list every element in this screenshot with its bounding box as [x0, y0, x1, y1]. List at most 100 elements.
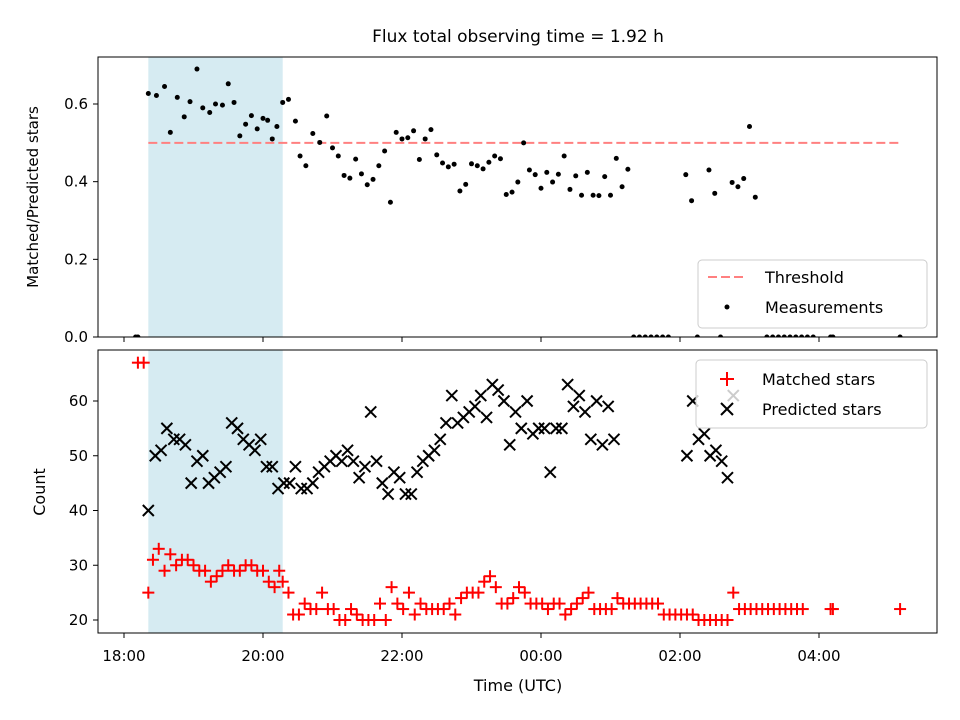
- measurement-point: [584, 169, 590, 175]
- predicted-star-point: [306, 476, 320, 490]
- measurement-point: [434, 152, 440, 158]
- measurement-point: [219, 102, 225, 108]
- measurement-point: [285, 96, 291, 102]
- predicted-star-point: [231, 422, 244, 435]
- measurement-point: [538, 185, 544, 191]
- measurement-point: [642, 334, 648, 337]
- matched-star-point: [298, 597, 311, 610]
- predicted-star-point: [474, 389, 487, 402]
- matched-star-point: [146, 553, 159, 566]
- matched-star-point: [379, 614, 392, 626]
- top-chart-title: Flux total observing time = 1.92 h: [372, 27, 664, 47]
- measurement-point: [428, 127, 434, 133]
- predicted-star-point: [445, 389, 459, 402]
- measurement-point: [225, 81, 231, 87]
- predicted-star-point: [381, 487, 395, 501]
- predicted-star-point: [544, 465, 557, 479]
- predicted-star-point: [468, 400, 482, 413]
- predicted-star-point: [260, 460, 273, 473]
- matched-star-point: [826, 603, 839, 616]
- measurement-point: [317, 139, 323, 145]
- predicted-star-point: [160, 422, 174, 435]
- matched-star-point: [686, 608, 699, 621]
- measurement-point: [810, 334, 816, 337]
- matched-star-point: [276, 575, 289, 588]
- predicted-star-point: [698, 427, 711, 441]
- measurement-point: [752, 194, 758, 200]
- measurement-point: [399, 136, 405, 142]
- matched-star-point: [449, 608, 462, 621]
- matched-star-point: [443, 597, 456, 610]
- matched-star-point: [199, 564, 212, 577]
- matched-star-point: [518, 586, 531, 599]
- bottom-y-axis-label: Count: [30, 468, 49, 516]
- matched-star-point: [210, 570, 223, 583]
- top-y-axis: 0.0 0.2 0.4 0.6: [64, 95, 98, 346]
- measurement-point: [712, 190, 718, 196]
- top-shaded-span: [148, 57, 283, 337]
- measurement-point: [503, 191, 509, 197]
- predicted-star-point: [248, 444, 262, 457]
- top-y-tick-label: 0.4: [64, 173, 88, 191]
- matched-star-point: [402, 586, 415, 599]
- measurement-point: [567, 186, 573, 192]
- measurement-point: [265, 117, 271, 123]
- measurement-points: [133, 66, 903, 337]
- top-panel: 0.0 0.2 0.4 0.6 Flux total observing time =…: [24, 27, 938, 346]
- predicted-star-point: [254, 433, 267, 446]
- measurement-point: [764, 334, 770, 337]
- top-legend-box: [697, 259, 928, 329]
- measurement-point: [793, 334, 799, 337]
- bottom-panel: 20 30 40 50 60 18:00 20:00 22:00 00:00 02:00 04:0…: [30, 349, 938, 695]
- bottom-x-tick-label: 02:00: [658, 647, 701, 665]
- predicted-star-point: [289, 460, 302, 473]
- predicted-star-point: [352, 471, 366, 484]
- measurement-point: [269, 136, 275, 142]
- count-points: [131, 356, 907, 626]
- bottom-x-tick-label: 04:00: [797, 647, 840, 665]
- predicted-star-point: [715, 455, 728, 468]
- measurement-point: [280, 99, 286, 105]
- predicted-star-point: [167, 433, 181, 446]
- measurement-point: [213, 101, 219, 107]
- bottom-axes-frame: [97, 349, 938, 634]
- bottom-y-tick-label: 30: [69, 556, 88, 574]
- top-axes-frame: [97, 56, 938, 338]
- matched-star-point: [170, 559, 183, 572]
- bottom-y-axis: 20 30 40 50 60: [69, 392, 98, 629]
- measurement-point: [353, 156, 359, 162]
- measurement-point: [254, 126, 260, 132]
- measurement-point: [706, 167, 712, 173]
- bottom-legend-box: [695, 359, 928, 429]
- measurement-point: [411, 128, 417, 134]
- measurement-point: [804, 334, 810, 337]
- matched-star-point: [222, 559, 235, 572]
- matched-star-point: [489, 581, 502, 594]
- measurement-point: [729, 179, 735, 185]
- measurement-point: [200, 105, 206, 111]
- measurement-point: [660, 334, 666, 337]
- predicted-star-point: [607, 433, 621, 446]
- matched-star-point: [142, 586, 155, 599]
- bottom-x-tick-label: 22:00: [380, 647, 423, 665]
- predicted-star-point: [376, 476, 389, 490]
- measurement-point: [145, 91, 151, 97]
- matched-star-point: [385, 581, 398, 594]
- predicted-star-point: [405, 487, 418, 501]
- predicted-star-point: [532, 422, 545, 435]
- measurement-point: [335, 153, 341, 159]
- measurement-point: [735, 184, 741, 190]
- top-y-tick-label: 0.6: [64, 95, 88, 113]
- predicted-star-point: [428, 444, 441, 457]
- measurement-point: [636, 334, 642, 337]
- measurement-point: [550, 179, 556, 185]
- matched-star-point: [414, 597, 427, 610]
- matched-star-point: [565, 603, 578, 616]
- measurement-point: [162, 84, 168, 90]
- measurement-point: [243, 121, 249, 127]
- measurement-point: [451, 161, 457, 167]
- measurement-point: [310, 131, 316, 137]
- matched-star-point: [553, 597, 566, 610]
- measurement-point: [509, 189, 515, 195]
